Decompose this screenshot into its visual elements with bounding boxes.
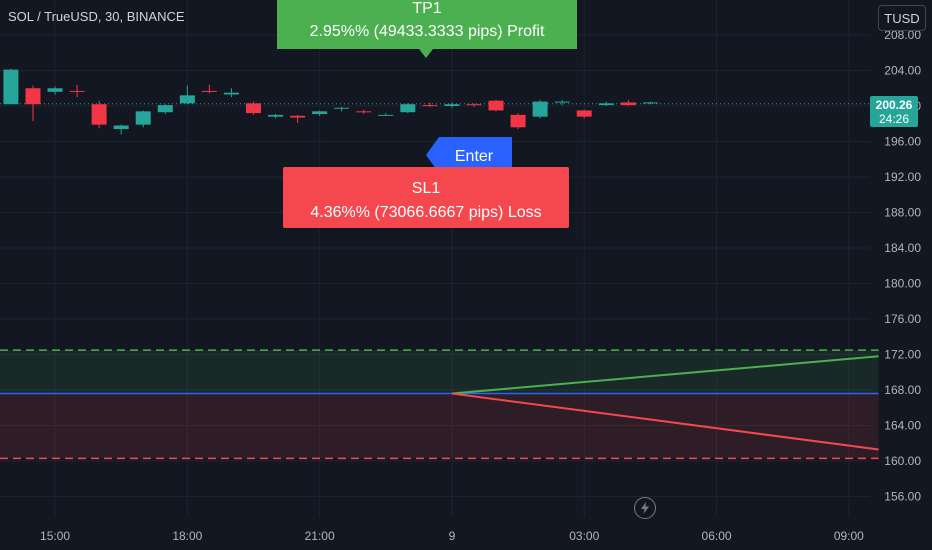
time-tick-label: 18:00 [172,529,202,543]
candles [0,68,870,135]
price-tick-label: 180.00 [884,277,921,291]
time-tick-label: 03:00 [569,529,599,543]
candle-body [113,125,129,130]
time-tick-label: 21:00 [305,529,335,543]
sl-label-title: SL1 [412,180,441,197]
candle-body [201,90,217,92]
candle-body [69,90,85,92]
candle-body [444,104,460,106]
candle-body [3,69,19,105]
candle-body [268,114,284,117]
candle-body [245,103,261,114]
price-axis[interactable]: 156.00 160.00 164.00 168.00 172.00 176.00 180.… [884,28,921,504]
tp-zone [0,350,879,394]
candle-body [290,115,306,118]
candle-body [466,104,482,106]
time-tick-label: 09:00 [834,529,864,543]
position-zones [0,349,879,460]
candle-body [223,92,239,95]
tp-label: TP1 2.95%% (49433.3333 pips) Profit [277,0,577,58]
current-price-tag-bg [870,96,918,127]
candle-body [576,110,592,117]
replay-button[interactable] [634,497,656,519]
candle-body [179,95,195,104]
sl-label-box [283,167,569,228]
price-tick-label: 188.00 [884,206,921,220]
price-tick-label: 176.00 [884,312,921,326]
candle-body [157,105,173,113]
tp-label-text: 2.95%% (49433.3333 pips) Profit [310,23,545,40]
tp-label-box [277,0,577,58]
bolt-icon [641,502,649,514]
sl-label-text: 4.36%% (73066.6667 pips) Loss [310,204,541,221]
time-axis[interactable]: 15:00 18:00 21:00 9 03:00 06:00 09:00 [40,529,864,543]
price-tick-label: 168.00 [884,383,921,397]
candle-body [312,111,328,114]
candle-body [598,103,614,106]
candle-body [378,114,394,116]
current-price-value: 200.26 [876,98,913,112]
candle-body [91,104,107,125]
price-tick-label: 204.00 [884,64,921,78]
candle-body [620,102,636,106]
candle-body [356,111,372,113]
current-price-tag: 200.26 24:26 [870,96,918,127]
trade-labels: TP1 2.95%% (49433.3333 pips) Profit Ente… [277,0,577,228]
price-tick-label: 196.00 [884,135,921,149]
tp-label-title: TP1 [412,0,441,17]
symbol-title: SOL / TrueUSD, 30, BINANCE [8,9,185,24]
price-tick-label: 192.00 [884,170,921,184]
enter-label-box [426,137,512,173]
candle-body [488,100,504,111]
candle-body [135,111,151,125]
candle-body [25,88,41,105]
price-tick-label: 164.00 [884,419,921,433]
currency-button[interactable]: TUSD [878,5,926,31]
price-tick-label: 156.00 [884,490,921,504]
time-tick-label: 9 [449,529,456,543]
tp-projection-line [451,355,879,395]
candle-body [554,101,570,103]
sl-projection-line [451,392,879,451]
candle-body [400,104,416,113]
candle-body [532,101,548,117]
enter-label-text: Enter [455,148,494,165]
time-tick-label: 06:00 [702,529,732,543]
candle-body [422,105,438,107]
time-tick-label: 15:00 [40,529,70,543]
candle-body [334,107,350,109]
sl-zone [0,393,879,459]
candle-body [642,102,658,104]
enter-label: Enter [426,137,512,173]
price-tick-label: 184.00 [884,241,921,255]
price-tick-label: 160.00 [884,454,921,468]
price-tick-label: 172.00 [884,348,921,362]
candle-body [510,114,526,128]
candle-body [47,88,63,92]
sl-label: SL1 4.36%% (73066.6667 pips) Loss [283,167,569,228]
current-price-countdown: 24:26 [879,112,909,126]
price-tick-label: 208.00 [884,28,921,42]
